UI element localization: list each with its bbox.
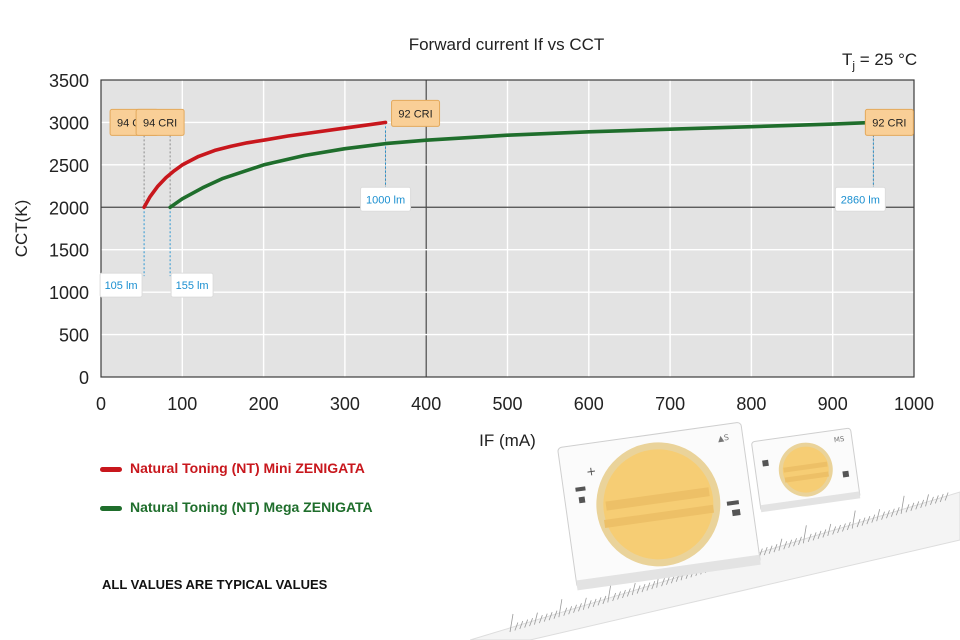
- lumen-label: 2860 lm: [841, 194, 880, 206]
- cri-label: 94 CRI: [143, 117, 177, 129]
- mega-zenigata-chip-image: + ▲S: [557, 422, 761, 591]
- y-tick-label: 3500: [49, 71, 89, 91]
- x-tick-label: 600: [574, 394, 604, 414]
- typical-values-note: ALL VALUES ARE TYPICAL VALUES: [102, 577, 328, 592]
- series-line-mini: [142, 120, 388, 210]
- legend-swatch-mega: [100, 505, 122, 511]
- legend-item-mega: Natural Toning (NT) Mega ZENIGATA: [100, 499, 373, 515]
- legend-label-mini: Natural Toning (NT) Mini ZENIGATA: [130, 460, 365, 476]
- x-tick-label: 300: [330, 394, 360, 414]
- x-tick-label: 1000: [894, 394, 934, 414]
- y-axis-label: CCT(K): [12, 200, 31, 258]
- legend-item-mini: Natural Toning (NT) Mini ZENIGATA: [100, 460, 365, 476]
- x-tick-label: 200: [249, 394, 279, 414]
- svg-text:▲S: ▲S: [717, 433, 729, 443]
- temperature-condition: Tj = 25 °C: [842, 50, 917, 72]
- y-tick-label: 2500: [49, 156, 89, 176]
- chart-title: Forward current If vs CCT: [408, 35, 605, 54]
- svg-text:MS: MS: [833, 435, 845, 444]
- x-tick-label: 800: [736, 394, 766, 414]
- plot-frame: [100, 79, 915, 378]
- lumen-label: 105 lm: [105, 280, 138, 292]
- y-tick-label: 1000: [49, 283, 89, 303]
- svg-text:+: +: [585, 464, 597, 479]
- lumen-label-box: [360, 186, 412, 212]
- lumen-label: 1000 lm: [366, 194, 405, 206]
- lumen-label: 155 lm: [176, 280, 209, 292]
- y-tick-label: 3000: [49, 113, 89, 133]
- tj-suffix: = 25 °C: [855, 50, 918, 69]
- y-tick-label: 1500: [49, 241, 89, 261]
- x-tick-label: 500: [492, 394, 522, 414]
- lumen-label-box: [99, 272, 143, 298]
- legend-swatch-mini: [100, 466, 122, 472]
- tj-prefix: T: [842, 50, 853, 69]
- x-axis-label: IF (mA): [479, 431, 536, 450]
- lumen-label-box: [834, 186, 886, 212]
- y-tick-label: 500: [59, 326, 89, 346]
- x-tick-label: 100: [167, 394, 197, 414]
- y-tick-label: 0: [79, 368, 89, 388]
- cri-label: 92 CRI: [398, 108, 432, 120]
- x-tick-label: 700: [655, 394, 685, 414]
- mini-zenigata-chip-image: MS: [751, 427, 861, 513]
- y-tick-label: 2000: [49, 198, 89, 218]
- cri-label-box: [135, 108, 185, 136]
- x-tick-label: 900: [818, 394, 848, 414]
- led-product-image: + ▲S MS: [470, 422, 960, 640]
- x-tick-label: 0: [96, 394, 106, 414]
- cri-label: 92 CRI: [872, 117, 906, 129]
- cri-label-box: [391, 99, 441, 127]
- legend-label-mega: Natural Toning (NT) Mega ZENIGATA: [130, 499, 373, 515]
- cri-label-box: [864, 108, 914, 136]
- tj-subscript: j: [852, 58, 856, 73]
- lumen-label-box: [170, 272, 214, 298]
- x-tick-label: 400: [411, 394, 441, 414]
- series-line-mega: [168, 120, 876, 210]
